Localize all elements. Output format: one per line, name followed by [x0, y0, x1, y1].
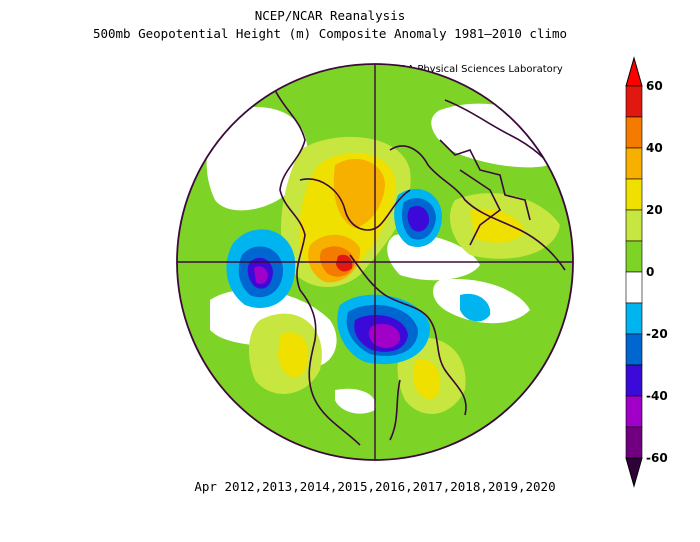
positive-anomaly: [413, 359, 441, 399]
colorbar-bin: [625, 426, 643, 459]
colorbar-bottom-arrow: [625, 457, 643, 488]
colorbar-tick-label: -20: [646, 327, 668, 341]
colorbar-bin: [625, 178, 643, 211]
positive-anomaly: [470, 208, 525, 243]
colorbar-tick-label: -60: [646, 451, 668, 465]
neutral-region: [335, 388, 376, 414]
colorbar-bin: [625, 147, 643, 180]
time-period-label: Apr 2012,2013,2014,2015,2016,2017,2018,2…: [194, 479, 556, 494]
positive-anomaly: [336, 254, 353, 272]
neutral-region: [206, 107, 308, 211]
colorbar-bin: [625, 333, 643, 366]
chart-subtitle: 500mb Geopotential Height (m) Composite …: [92, 26, 568, 41]
positive-anomaly: [333, 158, 385, 228]
colorbar-tick-label: 60: [646, 79, 663, 93]
map-boundary: [176, 63, 574, 461]
colorbar-tick-label: 20: [646, 203, 663, 217]
colorbar-tick-label: 0: [646, 265, 654, 279]
colorbar-bin: [625, 209, 643, 242]
colorbar-bin: [625, 240, 643, 273]
positive-anomaly: [278, 332, 309, 378]
colorbar-tick-label: -40: [646, 389, 668, 403]
credit-label: NOAA Physical Sciences Laboratory: [385, 64, 563, 75]
negative-anomaly: [254, 266, 268, 284]
negative-anomaly: [407, 205, 430, 232]
colorbar-bin: [625, 116, 643, 149]
colorbar-top-arrow: [625, 56, 643, 87]
colorbar-bin: [625, 302, 643, 335]
colorbar-bin: [625, 85, 643, 118]
colorbar-bin: [625, 395, 643, 428]
negative-anomaly: [460, 293, 491, 322]
chart-title: NCEP/NCAR Reanalysis: [254, 8, 406, 23]
colorbar-bin: [625, 271, 643, 304]
colorbar-bin: [625, 364, 643, 397]
negative-anomaly: [368, 323, 401, 349]
colorbar-tick-label: 40: [646, 141, 663, 155]
